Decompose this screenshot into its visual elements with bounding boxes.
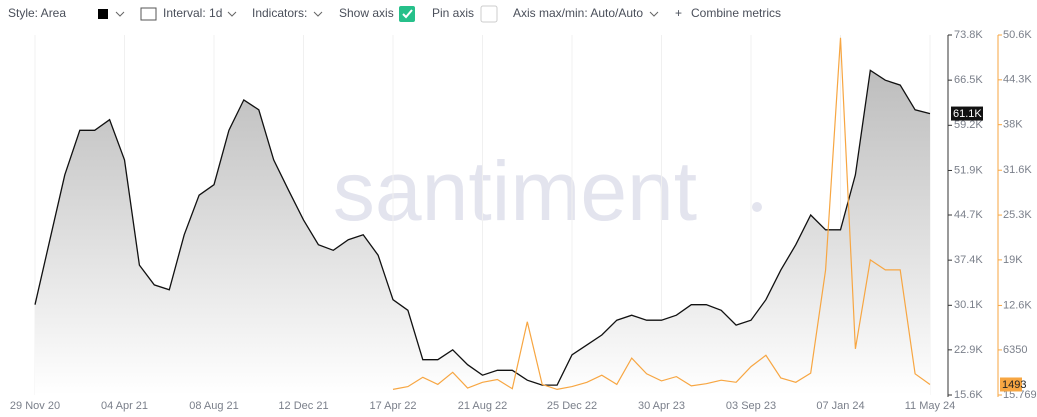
y2-tick-label: 12.6K [1003, 299, 1032, 311]
y-tick-label: 37.4K [954, 254, 983, 266]
y-tick-label: 44.7K [954, 209, 983, 221]
x-tick-label: 12 Dec 21 [278, 400, 328, 412]
interval-icon [140, 7, 157, 21]
x-tick-label: 07 Jan 24 [816, 400, 864, 412]
price-area [35, 70, 930, 396]
y2-tick-label: 31.6K [1003, 164, 1032, 176]
indicators-dropdown[interactable]: Indicators: [252, 6, 307, 20]
x-tick-label: 21 Aug 22 [458, 400, 508, 412]
x-tick-label: 08 Aug 21 [189, 400, 239, 412]
axis-range-dropdown[interactable]: Axis max/min: Auto/Auto [513, 6, 643, 20]
y-tick-label: 22.9K [954, 344, 983, 356]
watermark: santiment [333, 144, 697, 238]
y2-tick-label: 25.3K [1003, 209, 1032, 221]
style-dropdown[interactable]: Style: Area [8, 6, 66, 20]
show-axis-checkbox[interactable] [399, 6, 415, 22]
chevron [227, 11, 237, 17]
y-tick-label: 15.6K [954, 389, 983, 401]
plus-icon: + [675, 6, 682, 20]
y-tick-label: 73.8K [954, 29, 983, 41]
watermark-dot [752, 202, 762, 212]
y2-tick-label: 15.769 [1003, 389, 1037, 401]
y2-tick-label: 38K [1003, 119, 1023, 131]
y-tick-label: 66.5K [954, 74, 983, 86]
x-tick-label: 17 Apr 22 [369, 400, 416, 412]
x-tick-label: 29 Nov 20 [10, 400, 60, 412]
pin-axis-label[interactable]: Pin axis [432, 6, 474, 20]
combine-metrics-button[interactable]: Combine metrics [691, 6, 781, 20]
x-tick-label: 11 May 24 [905, 400, 956, 412]
y2-tick-label: 44.3K [1003, 74, 1032, 86]
volume-line [392, 37, 931, 391]
price-line [34, 69, 931, 386]
pin-axis-checkbox[interactable] [480, 5, 498, 23]
x-tick-label: 30 Apr 23 [638, 400, 685, 412]
chevron [313, 11, 323, 17]
interval-dropdown[interactable]: Interval: 1d [163, 6, 222, 20]
chevron [115, 11, 125, 17]
last-value-label: 1493 [1002, 379, 1026, 391]
last-value-badge [951, 106, 983, 121]
show-axis-label[interactable]: Show axis [339, 6, 394, 20]
y-tick-label: 51.9K [954, 164, 983, 176]
x-tick-label: 25 Dec 22 [547, 400, 597, 412]
check-mark [402, 9, 413, 19]
y2-tick-label: 6350 [1003, 344, 1027, 356]
x-tick-label: 04 Apr 21 [101, 400, 148, 412]
y2-tick-label: 50.6K [1003, 29, 1032, 41]
color-swatch[interactable] [98, 9, 108, 19]
x-tick-label: 03 Sep 23 [726, 400, 776, 412]
y2-tick-label: 19K [1003, 254, 1023, 266]
plot [34, 35, 931, 396]
last-value-badge [1000, 377, 1022, 392]
last-value-label: 61.1K [953, 108, 982, 120]
chevron [649, 11, 659, 17]
y-tick-label: 30.1K [954, 299, 983, 311]
y-tick-label: 59.2K [954, 119, 983, 131]
